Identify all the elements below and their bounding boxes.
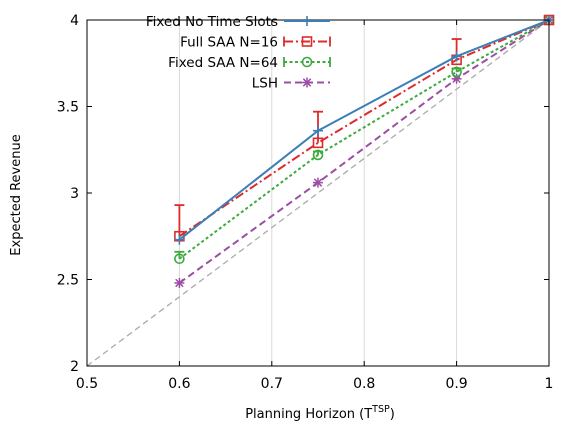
y-axis-title: Expected Revenue <box>9 134 24 255</box>
legend-marker <box>302 77 312 88</box>
legend-item-4: LSH <box>252 76 330 92</box>
x-tick-label: 0.8 <box>353 376 375 392</box>
ticks-group: 0.5 0.6 0.7 0.8 0.9 1 2 2.5 3 3.5 4 <box>57 13 554 392</box>
reference-line-group <box>86 19 550 367</box>
y-tick-label: 3 <box>70 186 79 202</box>
x-tick-label: 0.6 <box>168 376 190 392</box>
legend-marker <box>301 56 313 68</box>
data-point <box>174 234 185 245</box>
legend-marker <box>301 36 313 47</box>
series-line <box>178 19 550 241</box>
x-tick-label: 0.5 <box>76 376 98 392</box>
legend: Fixed No Time Slots Full SAA N=16 Fixed SA… <box>146 14 331 92</box>
y-tick-label: 2 <box>70 359 79 375</box>
data-point <box>451 66 462 78</box>
series-group <box>174 14 555 288</box>
data-point <box>174 253 185 265</box>
data-point <box>313 125 323 136</box>
data-point <box>312 149 324 161</box>
legend-item-3: Fixed SAA N=64 <box>168 55 331 71</box>
y-tick-label: 2.5 <box>57 273 79 289</box>
reference-line <box>86 19 550 367</box>
series-1 <box>174 15 554 245</box>
legend-item-1: Fixed No Time Slots <box>146 14 330 30</box>
series-line <box>178 19 550 238</box>
x-tick-label: 1 <box>545 376 554 392</box>
legend-label: LSH <box>252 76 278 92</box>
x-tick-label: 0.9 <box>445 376 467 392</box>
x-axis-title: Planning Horizon (TTSP) <box>245 404 395 422</box>
series-line <box>178 19 550 284</box>
y-tick-label: 3.5 <box>57 100 79 116</box>
data-point <box>174 277 185 288</box>
legend-label: Fixed No Time Slots <box>146 14 278 30</box>
legend-item-2: Full SAA N=16 <box>180 35 331 51</box>
grid-lines <box>178 20 458 366</box>
x-tick-label: 0.7 <box>261 376 283 392</box>
legend-marker <box>302 16 312 26</box>
data-point <box>312 137 324 149</box>
data-point <box>451 51 462 62</box>
series-line <box>178 19 550 260</box>
legend-label: Full SAA N=16 <box>180 35 278 51</box>
series-3 <box>174 14 555 265</box>
data-point <box>313 177 323 188</box>
legend-label: Fixed SAA N=64 <box>168 55 278 71</box>
y-tick-label: 4 <box>70 13 79 29</box>
